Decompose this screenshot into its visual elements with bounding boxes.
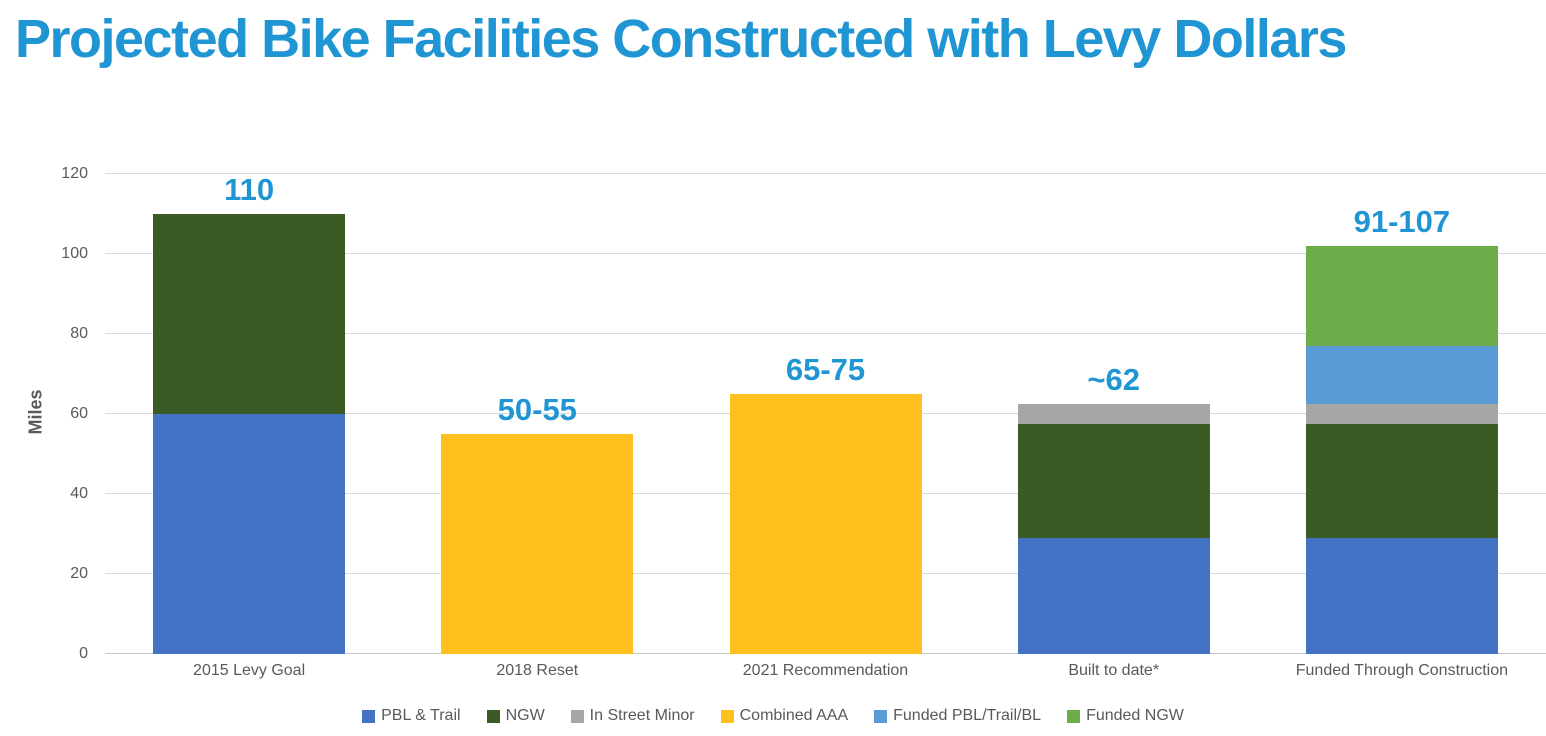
bar-segment-in-street-minor-funded-through-construction	[1305, 404, 1498, 424]
bar-total-label-2018-reset: 50-55	[497, 392, 577, 427]
bar-total-label-2021-recommendation: 65-75	[785, 352, 866, 387]
y-tick-label-80: 80	[70, 325, 88, 342]
bar-total-label-built-to-date: ~62	[1087, 362, 1140, 397]
legend-swatch-in-street-minor	[570, 709, 584, 723]
legend-label-in-street-minor: In Street Minor	[589, 707, 695, 724]
legend-label-funded-pbl-trail-bl: Funded PBL/Trail/BL	[893, 707, 1042, 724]
x-tick-label-2021-recommendation: 2021 Recommendation	[742, 662, 909, 679]
bar-total-label-funded-through-construction: 91-107	[1353, 204, 1451, 239]
chart-title: Projected Bike Facilities Constructed wi…	[15, 9, 1347, 69]
bar-funded-through-construction: 91-107	[1305, 174, 1498, 654]
bar-segment-combined-aaa-2018-reset	[441, 434, 634, 654]
legend-item-pbl-trail: PBL & Trail	[362, 707, 461, 725]
x-tick-label-2015-levy-goal: 2015 Levy Goal	[193, 662, 306, 679]
gridline-100	[105, 253, 1546, 254]
y-tick-label-120: 120	[61, 165, 88, 182]
bar-total-label-2015-levy-goal: 110	[224, 172, 275, 207]
gridline-80	[105, 333, 1546, 334]
bar-segment-in-street-minor-built-to-date	[1017, 404, 1210, 424]
x-tick-label-funded-through-construction: Funded Through Construction	[1295, 662, 1509, 679]
bar-segment-pbl-trail-built-to-date	[1017, 538, 1210, 654]
bar-2015-levy-goal: 110	[153, 172, 346, 654]
gridline-120	[105, 173, 1546, 174]
legend-swatch-pbl-trail	[362, 709, 376, 723]
y-tick-label-60: 60	[70, 405, 88, 422]
legend: PBL & Trail NGW In Street Minor Combined AA…	[0, 703, 1546, 729]
bar-segment-pbl-trail-2015-levy-goal	[153, 414, 346, 654]
legend-swatch-funded-ngw	[1067, 709, 1081, 723]
legend-label-ngw: NGW	[505, 707, 545, 724]
legend-label-combined-aaa: Combined AAA	[739, 707, 849, 724]
bar-segment-ngw-built-to-date	[1017, 424, 1210, 538]
bar-segment-funded-pbl-trail-bl-funded-through-construction	[1305, 346, 1498, 404]
bar-2018-reset: 50-55	[441, 174, 634, 654]
y-tick-label-100: 100	[61, 245, 88, 262]
legend-item-combined-aaa: Combined AAA	[720, 707, 849, 725]
bar-segment-ngw-funded-through-construction	[1305, 424, 1498, 538]
bar-segment-pbl-trail-funded-through-construction	[1305, 538, 1498, 654]
legend-label-funded-ngw: Funded NGW	[1086, 707, 1184, 724]
legend-item-funded-pbl-trail-bl: Funded PBL/Trail/BL	[874, 707, 1041, 725]
x-tick-label-2018-reset: 2018 Reset	[496, 662, 579, 679]
bar-2021-recommendation: 65-75	[729, 174, 922, 654]
x-tick-label-built-to-date: Built to date*	[1068, 662, 1160, 679]
legend-item-ngw: NGW	[486, 707, 545, 725]
y-tick-label-0: 0	[79, 645, 88, 662]
legend-swatch-combined-aaa	[720, 709, 734, 723]
bar-segment-funded-ngw-funded-through-construction	[1305, 246, 1498, 346]
bar-segment-combined-aaa-2021-recommendation	[729, 394, 922, 654]
bar-segment-ngw-2015-levy-goal	[153, 214, 346, 414]
legend-label-pbl-trail: PBL & Trail	[381, 707, 461, 724]
y-tick-label-20: 20	[70, 565, 88, 582]
y-tick-label-40: 40	[70, 485, 88, 502]
legend-item-funded-ngw: Funded NGW	[1067, 707, 1184, 725]
bar-built-to-date: ~62	[1017, 174, 1210, 654]
legend-item-in-street-minor: In Street Minor	[570, 707, 695, 725]
legend-swatch-funded-pbl-trail-bl	[874, 709, 888, 723]
legend-swatch-ngw	[486, 709, 500, 723]
